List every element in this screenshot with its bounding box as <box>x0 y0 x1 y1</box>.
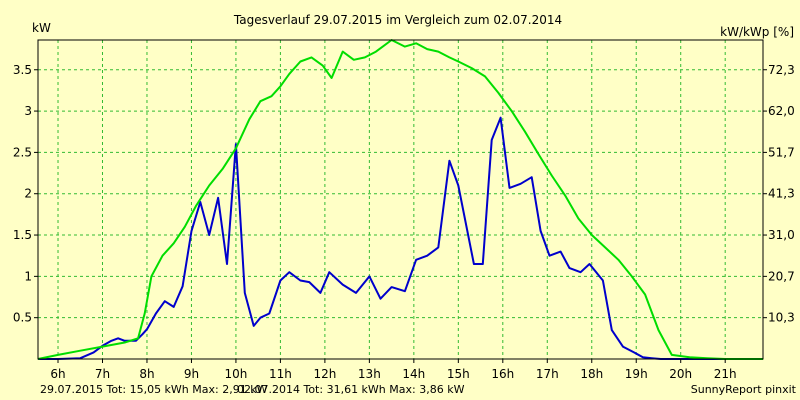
y-axis-label-right: kW/kWp [%] <box>720 25 794 39</box>
footer-credit: SunnyReport pinxit <box>691 383 797 396</box>
tick-labels: 0.5 1 1.5 2 2.5 3 3.5 10,3 20,7 31,0 41,3 51,7 62,0 7… <box>13 63 795 381</box>
x-tick-label: 20h <box>669 367 692 381</box>
x-tick-label: 16h <box>491 367 514 381</box>
x-tick-label: 12h <box>313 367 336 381</box>
y-tick-label: 0.5 <box>13 311 32 325</box>
x-tick-label: 11h <box>269 367 292 381</box>
legend-entry-2015: 29.07.2015 Tot: 15,05 kWh Max: 2,91 kW <box>40 383 268 396</box>
y-right-tick-label: 20,7 <box>768 269 795 283</box>
x-tick-label: 17h <box>536 367 559 381</box>
x-tick-label: 6h <box>50 367 65 381</box>
y-right-tick-label: 31,0 <box>768 228 795 242</box>
x-tick-label: 10h <box>224 367 247 381</box>
x-tick-label: 21h <box>714 367 737 381</box>
y-tick-label: 2.5 <box>13 145 32 159</box>
y-right-tick-label: 62,0 <box>768 104 795 118</box>
gridlines <box>38 40 763 359</box>
y-tick-label: 3.5 <box>13 63 32 77</box>
y-tick-label: 1.5 <box>13 228 32 242</box>
x-tick-label: 8h <box>139 367 154 381</box>
y-tick-label: 3 <box>24 104 32 118</box>
x-tick-label: 9h <box>184 367 199 381</box>
series-lines <box>37 39 763 360</box>
y-right-tick-label: 72,3 <box>768 63 795 77</box>
y-tick-label: 1 <box>24 269 32 283</box>
x-tick-label: 19h <box>625 367 648 381</box>
y-right-tick-label: 41,3 <box>768 187 795 201</box>
legend-entry-2014: 02.07.2014 Tot: 31,61 kWh Max: 3,86 kW <box>237 383 465 396</box>
y-tick-label: 2 <box>24 187 32 201</box>
x-tick-label: 7h <box>95 367 110 381</box>
chart-title: Tagesverlauf 29.07.2015 im Vergleich zum… <box>233 13 562 27</box>
y-right-tick-label: 51,7 <box>768 145 795 159</box>
x-tick-label: 13h <box>358 367 381 381</box>
x-tick-label: 14h <box>402 367 425 381</box>
y-right-tick-label: 10,3 <box>768 311 795 325</box>
plot-frame <box>37 39 764 360</box>
y-axis-label-left: kW <box>32 21 51 35</box>
x-tick-label: 15h <box>447 367 470 381</box>
series-line-0 <box>38 116 763 360</box>
series-line-1 <box>37 39 763 360</box>
x-tick-label: 18h <box>580 367 603 381</box>
